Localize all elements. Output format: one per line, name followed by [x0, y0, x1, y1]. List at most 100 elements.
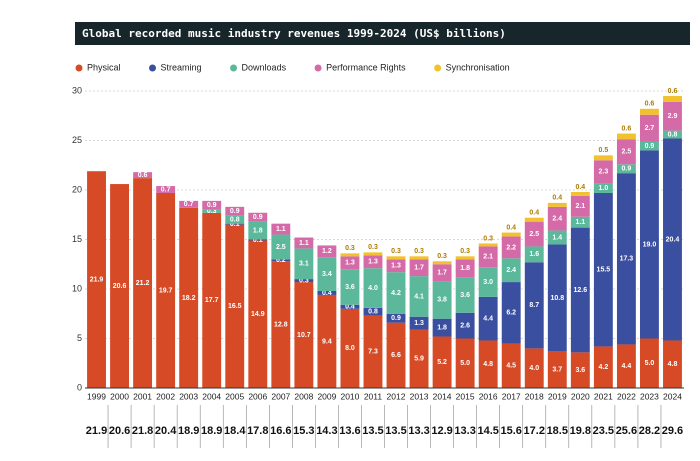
x-tick-label: 2018 [525, 391, 544, 401]
value-label: 5.0 [645, 360, 655, 367]
x-tick-label: 2014 [433, 391, 452, 401]
value-label: 0.3 [207, 208, 217, 215]
bar-segment [363, 307, 383, 316]
total-label: 14.5 [477, 425, 498, 437]
value-label: 5.9 [414, 356, 424, 363]
value-label: 3.0 [483, 279, 493, 286]
value-label: 1.3 [368, 259, 378, 266]
bar-segment [547, 206, 567, 231]
bar-segment [133, 178, 153, 388]
bar-segment [386, 322, 406, 388]
bar-segment [639, 141, 659, 151]
value-label: 0.3 [460, 248, 470, 255]
bar-segment [570, 216, 590, 228]
value-label: 4.4 [483, 316, 493, 323]
value-label: 0.4 [529, 210, 539, 217]
bar-segment [432, 261, 452, 265]
total-label: 13.5 [362, 425, 383, 437]
value-label: 2.7 [645, 125, 655, 132]
bar-segment [455, 256, 475, 260]
value-label: 1.3 [391, 263, 401, 270]
bar-segment [133, 172, 153, 179]
bar-segment [294, 279, 314, 283]
legend-label: Physical [87, 62, 121, 72]
total-label: 14.3 [316, 425, 337, 437]
total-label: 20.6 [109, 425, 130, 437]
bar-segment [110, 184, 130, 388]
x-tick-label: 2024 [663, 391, 682, 401]
bar-segment [248, 239, 268, 241]
bar-segment [340, 253, 360, 257]
x-tick-label: 2019 [548, 391, 567, 401]
y-tick-label: 25 [72, 135, 82, 145]
bar-segment [271, 234, 291, 260]
x-tick-label: 2004 [202, 391, 221, 401]
value-label: 0.6 [622, 125, 632, 132]
value-label: 2.5 [276, 244, 286, 251]
total-label: 19.8 [570, 425, 591, 437]
bar-segment [524, 348, 544, 388]
value-label: 2.5 [622, 149, 632, 156]
value-label: 1.8 [253, 227, 263, 234]
value-label: 2.6 [460, 322, 470, 329]
total-label: 23.5 [593, 425, 614, 437]
bar-segment [616, 344, 636, 388]
bar-segment [455, 312, 475, 339]
bar-segment [663, 130, 682, 139]
bar-segment [340, 256, 360, 270]
total-label: 21.8 [132, 425, 153, 437]
value-label: 3.4 [322, 271, 332, 278]
bar-segment [386, 256, 406, 260]
bar-segment [616, 139, 636, 165]
value-label: 10.8 [550, 295, 564, 302]
bar-segment [294, 248, 314, 280]
value-label: 4.2 [391, 290, 401, 297]
value-label: 0.3 [345, 245, 355, 252]
value-label: 3.6 [575, 367, 585, 374]
bar-segment [386, 313, 406, 323]
bar-segment [570, 195, 590, 217]
bar-segment [386, 259, 406, 273]
value-label: 0.6 [645, 101, 655, 108]
total-label: 13.3 [454, 425, 475, 437]
bar-segment [478, 296, 498, 341]
y-tick-label: 15 [72, 234, 82, 244]
bar-segment [340, 308, 360, 388]
value-label: 6.6 [391, 352, 401, 359]
total-label: 18.9 [178, 425, 199, 437]
bar-segment [248, 221, 268, 240]
total-label: 20.4 [155, 425, 177, 437]
bar-segment [317, 257, 337, 291]
bar-segment [271, 261, 291, 388]
bar-segment [363, 255, 383, 269]
value-label: 0.9 [645, 143, 655, 150]
total-label: 18.9 [201, 425, 222, 437]
total-label: 16.6 [270, 425, 291, 437]
bar-segment [317, 294, 337, 388]
value-label: 2.9 [668, 113, 678, 120]
legend-label: Downloads [242, 62, 287, 72]
value-label: 3.8 [437, 297, 447, 304]
bar-segment [524, 246, 544, 263]
value-label: 0.3 [368, 244, 378, 251]
x-tick-label: 2007 [271, 391, 290, 401]
total-label: 18.5 [547, 425, 568, 437]
bar-segment [593, 160, 613, 184]
value-label: 1.3 [414, 320, 424, 327]
value-label: 15.5 [597, 267, 611, 274]
value-label: 0.3 [483, 235, 493, 242]
bar-segment [547, 244, 567, 352]
value-label: 20.4 [666, 236, 680, 243]
bar-segment [593, 155, 613, 161]
bar-segment [432, 281, 452, 319]
bar-segment [616, 173, 636, 345]
bar-segment [547, 230, 567, 245]
bar-segment [663, 340, 682, 388]
bar-segment [478, 243, 498, 247]
bar-segment [501, 232, 521, 237]
bar-segment [202, 200, 222, 210]
x-tick-label: 2016 [479, 391, 498, 401]
bar-segment [616, 133, 636, 140]
value-label: 1.7 [437, 270, 447, 277]
